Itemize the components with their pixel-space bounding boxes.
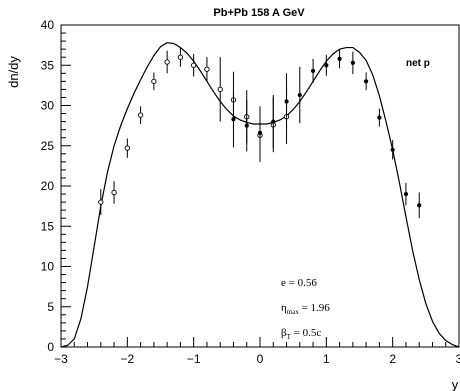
data-point-filled bbox=[271, 119, 276, 124]
y-tick-label: 20 bbox=[41, 179, 55, 193]
y-tick-label: 0 bbox=[47, 340, 54, 354]
model-curve-line bbox=[60, 42, 460, 348]
data-point-filled bbox=[337, 56, 342, 61]
y-tick-label: 40 bbox=[41, 18, 55, 32]
data-point-filled bbox=[324, 63, 329, 68]
data-point-filled bbox=[297, 92, 302, 98]
data-point-filled bbox=[390, 147, 395, 152]
y-tick-label: 30 bbox=[41, 99, 55, 113]
y-tick-label: 15 bbox=[41, 219, 55, 233]
x-tick-label: 2 bbox=[389, 352, 396, 366]
data-point-filled bbox=[350, 60, 356, 65]
plot-frame bbox=[60, 24, 460, 348]
y-axis-label: dn/dy bbox=[6, 56, 21, 88]
annotation-beta-t: βT = 0.5c bbox=[281, 327, 321, 341]
y-tick-label: 5 bbox=[47, 300, 54, 314]
data-point-open bbox=[164, 59, 170, 65]
data-point-filled bbox=[377, 115, 382, 120]
data-point-filled bbox=[363, 79, 369, 84]
annotation-e: e = 0.56 bbox=[281, 277, 317, 289]
y-tick-label: 25 bbox=[41, 139, 55, 153]
data-point-open bbox=[137, 112, 144, 118]
data-points bbox=[98, 47, 422, 219]
data-point-filled bbox=[310, 68, 316, 74]
data-point-open bbox=[191, 62, 197, 68]
x-tick-label: −3 bbox=[54, 352, 68, 366]
data-point-open bbox=[124, 145, 130, 151]
chart-title: Pb+Pb 158 A GeV bbox=[213, 7, 305, 19]
annotations: e = 0.56 ηmax = 1.96 βT = 0.5c bbox=[281, 277, 330, 341]
data-point-filled bbox=[417, 203, 422, 208]
model-curve bbox=[60, 42, 460, 348]
legend-label: net p bbox=[406, 58, 430, 69]
data-point-open bbox=[151, 78, 157, 85]
x-tick-label: 0 bbox=[257, 352, 264, 366]
data-point-open bbox=[98, 199, 104, 205]
annotation-eta-max: ηmax = 1.96 bbox=[281, 302, 330, 316]
y-tick-label: 10 bbox=[41, 260, 55, 274]
data-point-open bbox=[204, 66, 210, 72]
data-point-open bbox=[217, 86, 223, 93]
data-point-filled bbox=[231, 117, 236, 122]
data-point-filled bbox=[257, 130, 263, 136]
axis-ticks bbox=[60, 24, 460, 348]
x-tick-label: −1 bbox=[187, 352, 201, 366]
data-point-filled bbox=[244, 123, 249, 128]
data-point-open bbox=[177, 54, 184, 60]
data-point-open bbox=[111, 189, 117, 196]
x-tick-label: 1 bbox=[323, 352, 330, 366]
data-point-filled bbox=[403, 191, 409, 197]
y-tick-label: 35 bbox=[41, 58, 55, 72]
data-point-filled bbox=[284, 99, 289, 104]
x-axis-label: y bbox=[452, 377, 459, 391]
x-tick-label: 3 bbox=[456, 352, 460, 366]
x-tick-label: −2 bbox=[120, 352, 134, 366]
